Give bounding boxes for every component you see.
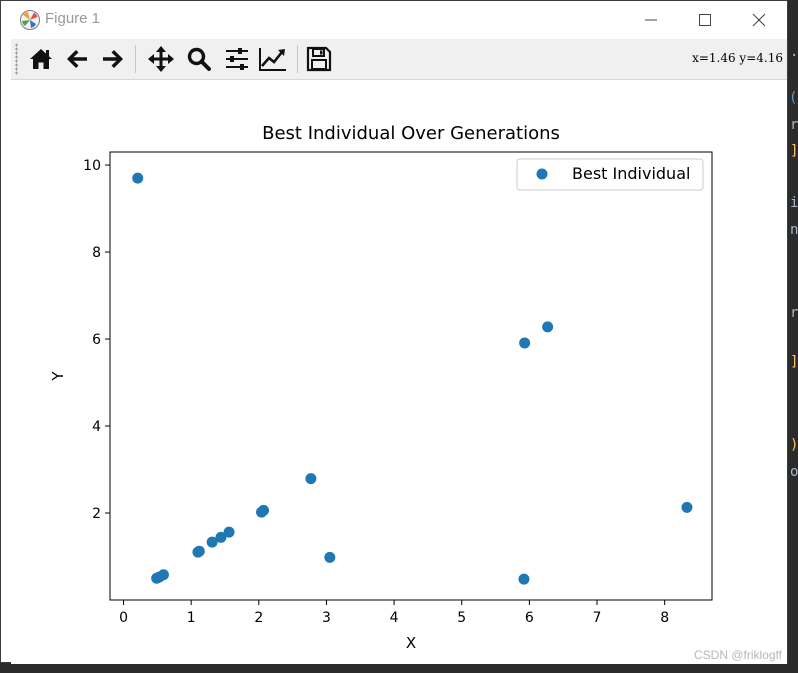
ide-char: . [790,44,798,60]
scatter-point [542,321,554,333]
legend-label: Best Individual [572,164,690,183]
scatter-point [324,551,336,563]
figure-canvas[interactable]: Best Individual Over Generations 0 1 2 3 4 5 6… [11,80,787,664]
scatter-point [206,536,218,548]
y-tick-label: 2 [92,506,101,522]
ide-right-strip [788,0,798,673]
legend: Best Individual [516,158,704,191]
scatter-point [258,504,270,516]
chart-title: Best Individual Over Generations [262,123,560,144]
back-icon [67,50,87,68]
configure-subplots-icon [226,48,248,70]
maximize-icon [699,14,711,26]
x-tick-label: 0 [119,610,128,626]
ide-char: r [790,117,798,133]
scatter-point [519,337,531,349]
pan-icon [148,46,174,72]
scatter-point [223,526,235,538]
figure-window: Figure 1 [0,0,788,664]
home-icon [30,49,52,69]
ide-char: i [790,195,798,211]
back-button[interactable] [61,43,93,75]
ide-char: r [790,305,798,321]
x-tick-label: 4 [390,610,399,626]
close-icon [752,13,766,27]
cursor-coordinates: x=1.46 y=4.16 [692,51,783,65]
y-axis-label: Y [49,371,67,382]
legend-marker [536,168,548,180]
scatter-point [305,473,317,485]
scatter-point [132,172,144,184]
toolbar-separator [135,45,136,73]
ide-char: ( [789,90,798,106]
home-button[interactable] [25,43,57,75]
y-tick-label: 4 [92,419,101,435]
toolbar-separator [297,45,298,73]
y-tick-label: 6 [92,332,101,348]
x-tick-label: 8 [660,610,669,626]
pan-button[interactable] [145,43,177,75]
x-tick-label: 6 [525,610,534,626]
scatter-point [193,545,205,557]
forward-button[interactable] [97,43,129,75]
scatter-point [157,569,169,581]
window-title: Figure 1 [45,10,101,27]
forward-icon [103,50,123,68]
matplotlib-app-icon [20,10,40,30]
x-tick-label: 2 [254,610,263,626]
ide-char: ] [790,354,798,370]
x-axis-label: X [406,634,416,652]
ide-char: ) [790,437,798,453]
x-tick-label: 5 [457,610,466,626]
csdn-watermark: CSDN @friklogff [694,648,782,662]
ide-char: n [790,222,798,238]
ide-char: ] [790,143,798,159]
edit-axis-icon [259,48,286,71]
scatter-point [215,531,227,543]
scatter-point [518,573,530,585]
plot-svg[interactable]: Best Individual Over Generations 0 1 2 3 4 5 6… [11,80,787,664]
ide-char: o [790,464,798,480]
scatter-series [132,172,693,585]
edit-axis-button[interactable] [257,43,289,75]
configure-subplots-button[interactable] [221,43,253,75]
x-axis-ticks: 0 1 2 3 4 5 6 7 8 [119,600,669,626]
zoom-button[interactable] [183,43,215,75]
scatter-point [681,501,693,513]
legend-box [516,158,704,191]
save-button[interactable] [303,43,335,75]
zoom-icon [187,47,211,71]
y-tick-label: 10 [83,158,101,174]
minimize-icon [645,19,657,21]
maximize-button[interactable] [679,1,731,39]
x-tick-label: 7 [593,610,602,626]
axes-frame [109,151,713,601]
x-tick-label: 3 [322,610,331,626]
title-bar: Figure 1 [1,1,787,39]
close-button[interactable] [733,1,785,39]
axes [109,151,713,601]
save-icon [306,46,332,72]
y-tick-label: 8 [92,245,101,261]
minimize-button[interactable] [625,1,677,39]
y-axis-ticks: 2 4 6 8 10 [83,158,110,522]
toolbar-grip[interactable] [15,43,18,75]
ide-bottom-strip [0,663,798,673]
x-tick-label: 1 [187,610,196,626]
navigation-toolbar: x=1.46 y=4.16 [11,39,787,80]
